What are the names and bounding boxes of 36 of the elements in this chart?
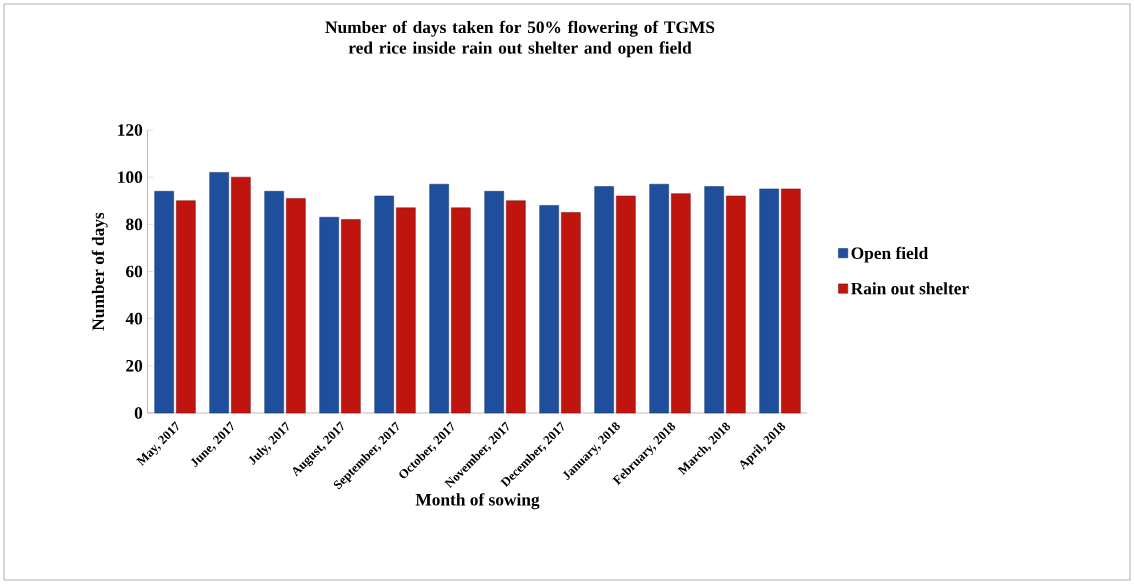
y-tick-label: 120 [118,124,143,136]
y-tick-label: 0 [134,407,143,419]
bar [759,188,779,414]
bar [209,172,229,414]
bar [506,200,526,414]
y-tick-label: 80 [126,218,143,231]
bar [319,216,339,414]
bar [429,183,449,414]
chart-title: Number of days taken for 50% flowering of TGMS red rice inside rain out shelter and open field [325,20,715,58]
bar [726,195,746,414]
bar [341,219,361,414]
y-axis-title: Number of days [91,212,108,331]
bar [484,191,504,414]
bar [264,191,284,414]
bar [649,183,669,414]
bar [396,207,416,414]
y-tick-label: 20 [126,359,143,372]
y-tick-label: 60 [126,265,143,278]
bar [616,195,636,414]
legend-label: Rain out shelter [851,282,969,295]
legend-label: Open field [851,246,929,263]
bar [704,186,724,414]
bar [286,198,306,414]
bar [539,205,559,414]
bar [671,193,691,414]
x-axis-title: Month of sowing [415,493,540,510]
bar [231,176,251,414]
bar [176,200,196,414]
bar [561,212,581,414]
y-tick-label: 40 [125,312,143,325]
y-tick-label: 100 [118,171,143,183]
bar [451,207,471,414]
bar [594,186,614,414]
bar [154,191,174,414]
bar [781,188,801,414]
bar [374,195,394,414]
